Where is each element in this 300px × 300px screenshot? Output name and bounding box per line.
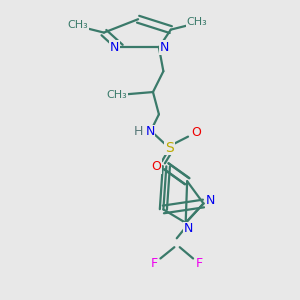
Text: F: F	[196, 257, 203, 270]
Text: N: N	[145, 125, 155, 138]
Text: CH₃: CH₃	[106, 90, 127, 100]
Text: O: O	[151, 160, 161, 173]
Text: S: S	[165, 141, 174, 154]
Text: N: N	[206, 194, 215, 207]
Text: F: F	[150, 257, 158, 270]
Text: O: O	[191, 126, 201, 139]
Text: N: N	[184, 222, 193, 235]
Text: CH₃: CH₃	[68, 20, 88, 30]
Text: N: N	[110, 41, 120, 54]
Text: N: N	[160, 41, 169, 54]
Text: CH₃: CH₃	[187, 17, 207, 27]
Text: H: H	[134, 125, 143, 138]
